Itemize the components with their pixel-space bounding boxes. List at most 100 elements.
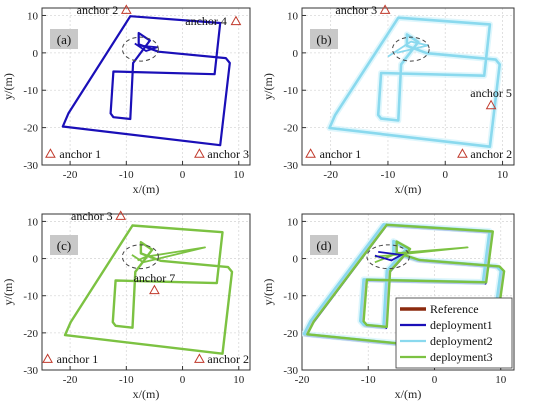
y-tick-label: -30: [23, 160, 38, 172]
panel-a: -20 -10 0 10 10 0 -10 -20 -30 x/(m) y/(m) anchor 2 a…: [1, 3, 251, 196]
x-tick-label: 0: [180, 374, 186, 386]
legend-entry: deployment3: [430, 350, 493, 364]
anchor-label: anchor 1: [59, 147, 101, 161]
anchor-label: anchor 4: [185, 14, 227, 28]
y-tick-label: 0: [293, 48, 299, 60]
anchor-triangle: [485, 99, 497, 110]
series-deployment2: [328, 16, 501, 148]
plot-frame: [41, 7, 251, 166]
plot-area: [61, 15, 231, 147]
y-tick-label: -30: [23, 365, 38, 377]
x-tick-label: -10: [119, 169, 134, 181]
legend-entry: deployment2: [430, 334, 493, 348]
anchor-label: anchor 3: [71, 209, 113, 223]
series-spike-deployment3: [374, 246, 469, 264]
panel-label-box: [310, 29, 338, 49]
legend-entry: deployment1: [430, 318, 493, 332]
y-tick-label: -10: [283, 291, 298, 303]
y-axis-label: y/(m): [261, 279, 275, 306]
y-axis-label: y/(m): [1, 279, 15, 306]
anchor-triangle: [194, 148, 205, 158]
y-tick-label: -10: [23, 291, 38, 303]
panel-label: (a): [57, 32, 71, 47]
x-tick-label: -10: [119, 374, 134, 386]
series-spike-deployment1: [134, 42, 159, 52]
anchor-label: anchor 1: [320, 147, 362, 161]
y-tick-label: 0: [293, 254, 299, 266]
anchor-label: anchor 2: [207, 352, 249, 366]
series-deployment1: [61, 15, 231, 147]
x-tick-label: -20: [323, 169, 338, 181]
x-tick-label: -20: [63, 374, 78, 386]
anchor-triangle: [120, 4, 132, 14]
y-tick-label: -10: [23, 85, 38, 97]
y-tick-label: -30: [283, 160, 298, 172]
plot-frame: [301, 213, 515, 371]
y-axis-label: y/(m): [261, 73, 275, 100]
y-tick-label: 10: [27, 216, 39, 228]
panel-c: -20 -10 0 10 10 0 -10 -20 -30 x/(m) y/(m) anchor 3 a…: [1, 209, 251, 401]
anchor-label: anchor 3: [335, 3, 377, 17]
plot-area: [326, 14, 503, 150]
y-tick-label: -10: [283, 85, 298, 97]
anchor-label: anchor 3: [207, 147, 249, 161]
x-axis-label: x/(m): [395, 387, 422, 401]
y-tick-label: 10: [287, 216, 299, 228]
panel-label: (d): [316, 238, 331, 253]
plot-frame: [41, 213, 251, 371]
x-tick-label: -10: [361, 374, 376, 386]
panel-label: (b): [316, 32, 331, 47]
anchor-triangle: [457, 148, 468, 158]
x-axis-label: x/(m): [133, 182, 160, 196]
panel-label: (c): [57, 238, 71, 253]
x-tick-label: 10: [233, 374, 245, 386]
y-tick-label: 0: [33, 48, 39, 60]
x-tick-label: 10: [233, 169, 245, 181]
panel-b: -20 -10 0 10 10 0 -10 -20 -30 x/(m) y/(m) anchor 3 a…: [261, 3, 515, 196]
x-tick-label: -10: [381, 169, 396, 181]
x-tick-label: 10: [495, 374, 507, 386]
y-tick-label: 10: [287, 10, 299, 22]
legend-entry: Reference: [430, 302, 479, 316]
anchor-label: anchor 2: [470, 147, 512, 161]
series-spike-deployment2: [387, 40, 429, 58]
anchor-triangle: [305, 148, 316, 158]
y-tick-label: 10: [27, 10, 39, 22]
series-deployment3: [63, 224, 234, 355]
anchor-label: anchor 5: [470, 86, 512, 100]
x-tick-label: 0: [442, 169, 448, 181]
x-tick-label: 0: [432, 374, 438, 386]
y-tick-label: -20: [23, 328, 38, 340]
anchor-label: anchor 7: [134, 271, 176, 285]
series-spike-deployment1: [374, 251, 405, 262]
anchor-triangle: [115, 210, 127, 220]
y-tick-label: -20: [283, 328, 298, 340]
anchor-triangle: [379, 4, 391, 14]
series-spike-deployment3: [131, 246, 206, 264]
x-axis-label: x/(m): [133, 387, 160, 401]
anchor-label: anchor 2: [77, 3, 119, 17]
x-tick-label: -20: [295, 374, 310, 386]
anchor-triangle: [149, 284, 160, 295]
anchor-triangle: [45, 148, 56, 158]
y-tick-label: 0: [33, 254, 39, 266]
anchor-label: anchor 1: [57, 352, 99, 366]
y-tick-label: -20: [283, 123, 298, 135]
highlight-ellipse: [392, 36, 430, 62]
highlight-ellipse: [121, 244, 159, 270]
y-axis-label: y/(m): [1, 73, 15, 100]
y-tick-label: -30: [283, 365, 298, 377]
x-tick-label: -20: [63, 169, 78, 181]
plot-frame: [301, 7, 515, 166]
highlight-ellipse: [366, 244, 410, 270]
anchor-triangle: [230, 15, 242, 26]
panel-label-box: [50, 235, 78, 255]
x-axis-label: x/(m): [395, 182, 422, 196]
anchor-triangle: [194, 353, 205, 363]
panel-label-box: [50, 29, 78, 49]
panel-label-box: [310, 235, 338, 255]
legend: Reference deployment1 deployment2 deploymen…: [395, 297, 513, 369]
plot-area: [63, 224, 234, 355]
y-tick-label: -20: [23, 123, 38, 135]
